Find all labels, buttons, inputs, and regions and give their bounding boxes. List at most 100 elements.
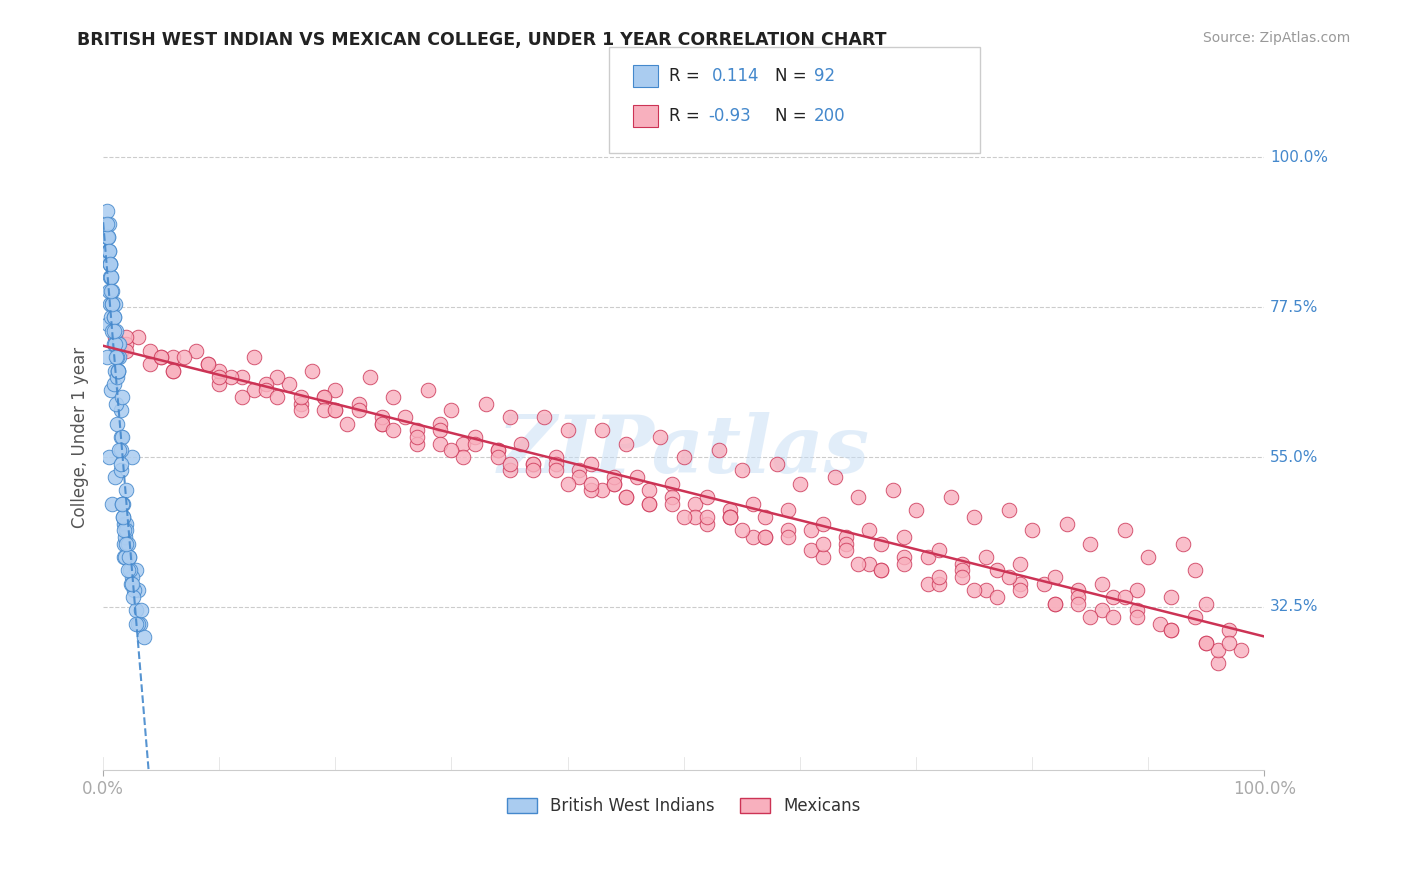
Point <box>811 516 834 531</box>
Legend: British West Indians, Mexicans: British West Indians, Mexicans <box>501 790 868 822</box>
Point <box>986 590 1008 604</box>
Point <box>382 390 405 404</box>
Point <box>486 443 509 458</box>
Point <box>778 524 800 538</box>
Point <box>290 403 312 417</box>
Text: 200: 200 <box>814 107 845 125</box>
Point <box>98 257 121 271</box>
Point <box>104 350 127 364</box>
Point <box>893 549 915 564</box>
Point <box>904 503 927 517</box>
Point <box>243 384 266 398</box>
Point <box>811 536 834 550</box>
Point <box>870 563 893 577</box>
Point <box>107 363 129 377</box>
Point <box>986 563 1008 577</box>
Point <box>661 476 683 491</box>
Point <box>591 483 613 498</box>
Point <box>1218 636 1240 650</box>
Point <box>112 524 135 538</box>
Point <box>162 363 184 377</box>
Point <box>557 424 579 438</box>
Point <box>661 497 683 511</box>
Point <box>1091 603 1114 617</box>
Point <box>591 424 613 438</box>
Point <box>97 230 120 244</box>
Point <box>103 376 125 391</box>
Point <box>124 616 146 631</box>
Point <box>98 257 121 271</box>
Point <box>405 436 427 450</box>
Point <box>731 524 754 538</box>
Point <box>974 583 997 598</box>
Point <box>103 324 125 338</box>
Point <box>603 476 626 491</box>
Point <box>98 270 121 285</box>
Point <box>208 376 231 391</box>
Point <box>132 630 155 644</box>
Point <box>522 457 544 471</box>
Text: 32.5%: 32.5% <box>1270 599 1319 615</box>
Point <box>121 570 143 584</box>
Point <box>718 510 741 524</box>
Point <box>254 376 277 391</box>
Text: 55.0%: 55.0% <box>1270 450 1319 465</box>
Point <box>440 403 463 417</box>
Point <box>312 390 335 404</box>
Point <box>522 463 544 477</box>
Point <box>464 430 486 444</box>
Point <box>173 350 195 364</box>
Point <box>1125 610 1147 624</box>
Point <box>429 436 451 450</box>
Point <box>104 324 127 338</box>
Point <box>917 549 939 564</box>
Point <box>103 337 125 351</box>
Point <box>544 463 567 477</box>
Point <box>1160 623 1182 637</box>
Point <box>1125 603 1147 617</box>
Point <box>101 497 124 511</box>
Text: 77.5%: 77.5% <box>1270 300 1319 315</box>
Point <box>325 403 347 417</box>
Point <box>579 476 602 491</box>
Point <box>107 337 129 351</box>
Point <box>811 549 834 564</box>
Point <box>103 310 125 325</box>
Point <box>231 390 253 404</box>
Point <box>522 457 544 471</box>
Point <box>115 337 138 351</box>
Point <box>111 497 134 511</box>
Point <box>150 350 173 364</box>
Point <box>114 549 136 564</box>
Point <box>1045 570 1067 584</box>
Text: R =: R = <box>669 107 706 125</box>
Point <box>111 430 134 444</box>
Point <box>138 343 160 358</box>
Point <box>835 530 858 544</box>
Point <box>928 570 950 584</box>
Point <box>124 563 146 577</box>
Point <box>97 317 120 331</box>
Point <box>858 557 880 571</box>
Point <box>371 417 394 431</box>
Point <box>111 497 134 511</box>
Point <box>118 563 141 577</box>
Point <box>1218 623 1240 637</box>
Point <box>118 549 141 564</box>
Point <box>277 376 299 391</box>
Point <box>963 583 986 598</box>
Point <box>1091 576 1114 591</box>
Point <box>603 470 626 484</box>
Point <box>800 543 823 558</box>
Point <box>1067 597 1090 611</box>
Point <box>243 350 266 364</box>
Point <box>418 384 440 398</box>
Text: 0.114: 0.114 <box>711 67 759 85</box>
Point <box>1010 557 1032 571</box>
Text: -0.93: -0.93 <box>709 107 751 125</box>
Point <box>359 370 381 384</box>
Point <box>108 337 131 351</box>
Point <box>127 330 149 344</box>
Point <box>858 524 880 538</box>
Point <box>1195 636 1218 650</box>
